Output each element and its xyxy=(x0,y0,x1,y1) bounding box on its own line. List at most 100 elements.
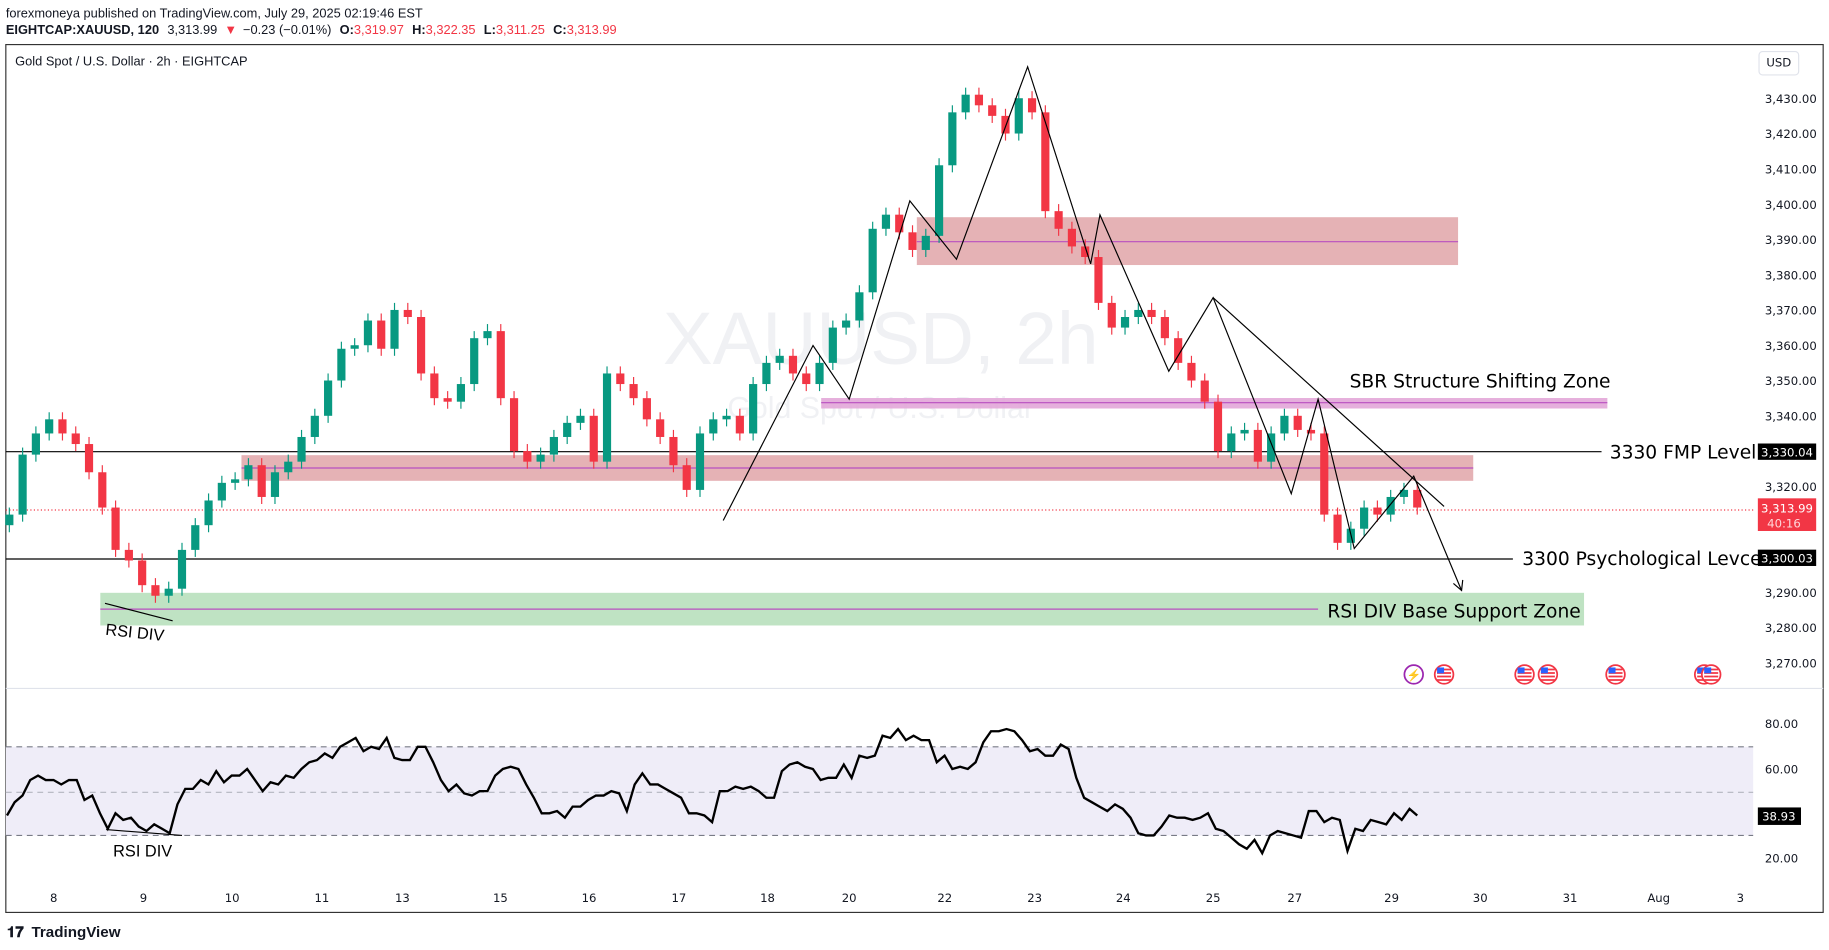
candle xyxy=(1160,309,1169,346)
candle xyxy=(496,324,505,406)
candle xyxy=(18,447,27,522)
candle xyxy=(5,507,14,533)
time-axis[interactable]: 8 9 10 11 13 15 16 17 18 20 22 23 24 25 27 29 30 31 Aug 3 xyxy=(50,891,1744,905)
us-flag-icon[interactable] xyxy=(1537,664,1559,685)
time-tick: 11 xyxy=(315,891,330,905)
rsi-value: 38.93 xyxy=(1762,809,1795,823)
candle xyxy=(563,415,572,445)
psych-label: 3300 Psychological Levcel xyxy=(1522,549,1767,570)
candle xyxy=(695,426,705,497)
candle xyxy=(177,542,187,596)
candle-body xyxy=(416,317,426,374)
candle-body xyxy=(576,415,585,423)
candle xyxy=(1386,489,1395,522)
candle-body xyxy=(337,348,346,381)
candle xyxy=(842,313,851,335)
us-flag-icon[interactable] xyxy=(1433,664,1455,685)
candle-body xyxy=(563,422,572,437)
candle xyxy=(1360,500,1369,536)
candle xyxy=(71,426,80,452)
rsi-div-price-line[interactable] xyxy=(104,602,173,622)
candle xyxy=(430,366,439,406)
candle-body xyxy=(1333,514,1342,543)
candle xyxy=(1120,309,1130,335)
bar-countdown: 40:16 xyxy=(1767,516,1801,530)
candle-body xyxy=(1306,429,1316,434)
candle xyxy=(935,158,944,243)
price-tick: 3,340.00 xyxy=(1765,409,1817,423)
candle-body xyxy=(204,500,213,526)
candle xyxy=(1094,249,1103,310)
high-label: H: xyxy=(412,22,426,37)
candle xyxy=(629,376,638,406)
us-flag-icon[interactable] xyxy=(1605,664,1626,685)
time-tick: 27 xyxy=(1287,891,1302,905)
candle xyxy=(921,228,930,258)
events: ⚡ xyxy=(1403,664,1722,685)
candle xyxy=(231,472,240,490)
candle xyxy=(377,313,386,356)
candle xyxy=(1107,295,1116,335)
candle xyxy=(111,500,120,557)
candle-body xyxy=(217,482,226,501)
candle xyxy=(881,207,891,236)
candle xyxy=(151,578,160,603)
candle-body xyxy=(138,560,147,586)
us-flag-icon[interactable] xyxy=(1700,664,1722,685)
candle xyxy=(908,225,917,258)
candle xyxy=(802,366,811,392)
candle-body xyxy=(1120,317,1130,328)
chart-legend-title[interactable]: Gold Spot / U.S. Dollar · 2h · EIGHTCAP xyxy=(15,54,247,69)
last-price: 3,313.99 xyxy=(167,22,217,37)
candle-body xyxy=(390,309,399,349)
candle xyxy=(470,331,479,392)
descending-trendline[interactable] xyxy=(1212,297,1445,507)
candle-body xyxy=(669,436,678,466)
candle-body xyxy=(350,345,359,349)
candle xyxy=(523,444,532,469)
candle-body xyxy=(443,398,452,402)
candle xyxy=(403,302,412,325)
candle xyxy=(456,376,466,409)
price-tick: 3,380.00 xyxy=(1765,268,1817,282)
candle xyxy=(138,553,147,593)
candle xyxy=(1041,105,1050,219)
candle-body xyxy=(828,327,837,363)
candle-body xyxy=(98,472,107,508)
currency-button[interactable] xyxy=(1758,50,1800,76)
candle-body xyxy=(788,355,798,374)
candle xyxy=(682,458,691,497)
candle-body xyxy=(735,415,744,434)
rsi-line[interactable] xyxy=(5,727,1419,856)
candle-body xyxy=(1041,112,1050,212)
candle-body xyxy=(908,232,917,250)
candle-body xyxy=(31,433,40,455)
zigzag-path[interactable] xyxy=(722,64,1463,591)
lightning-icon[interactable] xyxy=(1403,664,1424,685)
rsi-value-badge xyxy=(1757,807,1802,825)
rsi-div-line[interactable] xyxy=(106,829,183,837)
candle xyxy=(98,465,107,515)
candle-body xyxy=(961,94,970,113)
candle-body xyxy=(881,214,891,229)
candle-body xyxy=(1267,433,1276,462)
rsi-tick: 20.00 xyxy=(1765,851,1798,865)
candle-body xyxy=(111,507,120,550)
us-flag-icon[interactable] xyxy=(1514,664,1535,685)
candle-body xyxy=(84,444,94,473)
price-axis[interactable]: 3,430.00 3,420.00 3,410.00 3,400.00 3,390.00… xyxy=(1765,92,1817,671)
candle-body xyxy=(1081,246,1090,258)
candle-body xyxy=(642,398,651,420)
candle-body xyxy=(483,331,492,339)
candle-body xyxy=(1001,115,1010,134)
candle-body xyxy=(974,94,984,106)
candle xyxy=(656,412,665,445)
tradingview-brand[interactable]: TradingView xyxy=(31,924,120,941)
candle xyxy=(124,542,133,568)
time-tick: 3 xyxy=(1737,891,1744,905)
price-tick: 3,400.00 xyxy=(1765,198,1817,212)
candle-body xyxy=(536,454,545,462)
low-value: 3,311.25 xyxy=(496,22,545,37)
candle-body xyxy=(1320,433,1329,515)
